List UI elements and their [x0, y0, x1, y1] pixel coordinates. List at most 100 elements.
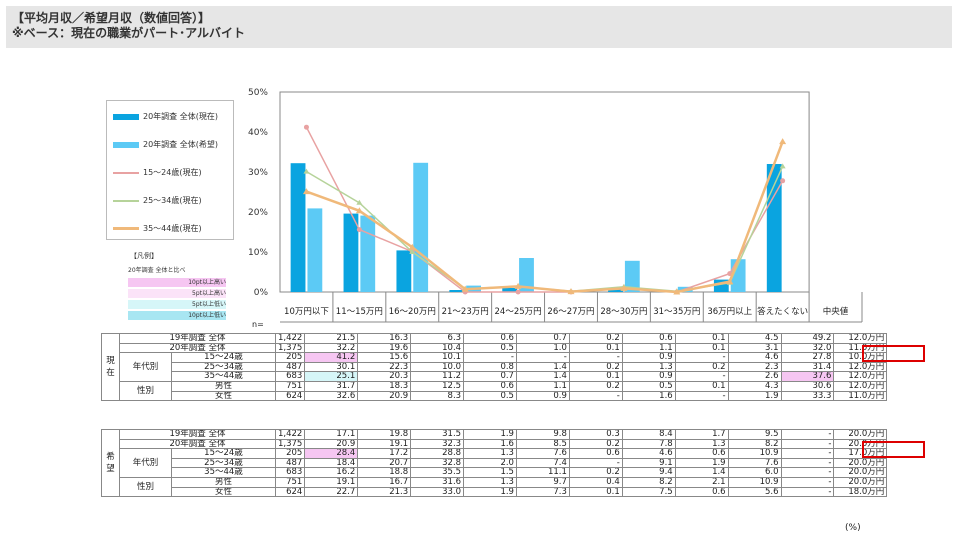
value-cell: 8.2	[727, 438, 782, 450]
value-cell: -	[674, 371, 729, 382]
unit-label: (%)	[845, 523, 861, 533]
row-label: 35～44歳	[171, 371, 276, 382]
value-cell: 19.6	[357, 342, 412, 354]
category-label: 36万円以上	[707, 307, 752, 317]
value-cell: 4.6	[727, 352, 782, 363]
value-cell: 18.8	[357, 467, 412, 478]
value-cell: 49.2	[780, 333, 835, 344]
highlight-box-desired	[862, 441, 925, 458]
value-cell: 18.3	[357, 380, 412, 392]
line-point	[780, 178, 786, 184]
value-cell: 32.8	[410, 457, 465, 469]
value-cell: -	[568, 390, 623, 402]
value-cell: 0.2	[568, 333, 623, 344]
row-label: 19年調査 全体	[119, 333, 276, 344]
value-cell: 17.2	[357, 448, 412, 459]
line-point	[356, 227, 362, 233]
value-cell: 0.7	[515, 333, 570, 344]
value-cell: 7.6	[727, 457, 782, 469]
bar-desired	[360, 215, 376, 292]
value-cell: 32.3	[410, 438, 465, 450]
value-cell: 1.3	[621, 361, 676, 373]
value-cell: 41.2	[304, 352, 359, 363]
page-header: 【平均月収／希望月収（数値回答）】 ※ベース：現在の職業がパート･アルバイト	[6, 6, 952, 48]
hanrei-title: 【凡例】	[130, 252, 158, 260]
n-cell: 683	[274, 467, 306, 478]
table-row: 25～34歳 487 18.4 20.7 32.8 2.0 7.4-9.1 1.9 7.6-20…	[102, 457, 888, 469]
n-cell: 1,375	[274, 438, 306, 450]
row-label: 15～24歳	[171, 448, 276, 459]
legend-line-icon	[113, 171, 139, 174]
group-label: 年代別	[119, 448, 172, 478]
value-cell: 31.6	[410, 476, 465, 488]
value-cell: 7.6	[515, 448, 570, 459]
value-cell: 31.5	[410, 429, 465, 440]
table-row: 女性 624 32.6 20.9 8.3 0.5 0.9-1.6-1.9 33.3 11.0万円	[102, 390, 888, 402]
category-label: 31～35万円	[653, 307, 700, 317]
value-cell: 0.2	[568, 467, 623, 478]
table-row: 希望 19年調査 全体 1,422 17.1 19.8 31.5 1.9 9.8 0.3 8.4 1…	[101, 428, 888, 498]
table-row: 25～34歳 487 30.1 22.3 10.0 0.8 1.4 0.2 1.3 0.2 2.3 3…	[102, 361, 888, 373]
value-cell: -	[568, 352, 623, 363]
table-row: 性別 男性 751 19.1 16.7 31.6 1.3 9.7 0.4 8.2 2.1 10.9-2…	[102, 476, 888, 498]
row-label: 20年調査 全体	[119, 438, 276, 450]
value-cell: 31.7	[304, 380, 359, 392]
median-cell: 12.0万円	[833, 361, 888, 373]
table-row: 性別 男性 751 31.7 18.3 12.5 0.6 1.1 0.2 0.5 0.1 4.3 30.…	[102, 380, 888, 402]
value-cell: 0.2	[674, 361, 729, 373]
median-cell: 12.0万円	[833, 333, 888, 344]
value-cell: 33.0	[410, 486, 465, 498]
value-cell: 0.6	[568, 448, 623, 459]
value-cell: 4.3	[727, 380, 782, 392]
legend-box: 20年調査 全体(現在) 20年調査 全体(希望) 15～24歳(現在) 25～…	[106, 100, 234, 240]
value-cell: 5.6	[727, 486, 782, 498]
value-cell: 27.8	[780, 352, 835, 363]
row-label: 男性	[171, 380, 276, 392]
group-label: 年代別	[119, 352, 172, 382]
legend-line-icon	[113, 227, 139, 230]
median-cell: 12.0万円	[833, 380, 888, 392]
line-point	[461, 285, 469, 292]
value-cell: 10.4	[410, 342, 465, 354]
table-row: 35～44歳 683 25.1 20.3 11.2 0.7 1.4 0.1 0.9-2.6 37.…	[102, 371, 888, 382]
value-cell: 1.6	[621, 390, 676, 402]
value-cell: 9.5	[727, 429, 782, 440]
value-cell: 0.2	[568, 380, 623, 392]
value-cell: 6.3	[410, 333, 465, 344]
table-row: 現在 19年調査 全体 1,422 21.5 16.3 6.3 0.6 0.7 0.2 0.6 0.…	[101, 332, 888, 402]
value-cell: 0.1	[674, 342, 729, 354]
value-cell: 0.7	[463, 371, 517, 382]
value-cell: 0.9	[515, 390, 570, 402]
table-row: 20年調査 全体 1,375 20.9 19.1 32.3 1.6 8.5 0.2 7.8 1.3…	[102, 438, 888, 450]
value-cell: 15.6	[357, 352, 412, 363]
value-cell: 35.5	[410, 467, 465, 478]
value-cell: 0.5	[621, 380, 676, 392]
hanrei-5pt-high: 5pt以上高い	[128, 289, 226, 298]
line-point	[408, 243, 416, 250]
value-cell: 0.6	[674, 486, 729, 498]
legend-label: 35～44歳(現在)	[143, 224, 202, 233]
legend-item-25-34: 25～34歳(現在)	[113, 195, 202, 206]
legend-item-35-44: 35～44歳(現在)	[113, 223, 202, 234]
value-cell: 2.3	[727, 361, 782, 373]
category-label: 11～15万円	[336, 307, 383, 317]
value-cell: 16.7	[357, 476, 412, 488]
bar-desired	[307, 208, 323, 292]
row-label: 19年調査 全体	[119, 429, 276, 440]
n-cell: 1,422	[274, 333, 306, 344]
legend-label: 15～24歳(現在)	[143, 168, 202, 177]
value-cell: -	[780, 438, 835, 450]
value-cell: 7.4	[515, 457, 570, 469]
value-cell: 0.6	[463, 380, 517, 392]
value-cell: 0.1	[568, 371, 623, 382]
line-point	[302, 188, 310, 195]
table-row: 20年調査 全体 1,375 32.2 19.6 10.4 0.5 1.0 0.1 1.1 0.1…	[102, 342, 888, 354]
value-cell: 1.1	[515, 380, 570, 392]
value-cell: 19.1	[357, 438, 412, 450]
value-cell: 32.0	[780, 342, 835, 354]
row-label: 35～44歳	[171, 467, 276, 478]
bar-current	[290, 163, 306, 292]
value-cell: 32.6	[304, 390, 359, 402]
value-cell: 1.0	[515, 342, 570, 354]
value-cell: -	[674, 352, 729, 363]
